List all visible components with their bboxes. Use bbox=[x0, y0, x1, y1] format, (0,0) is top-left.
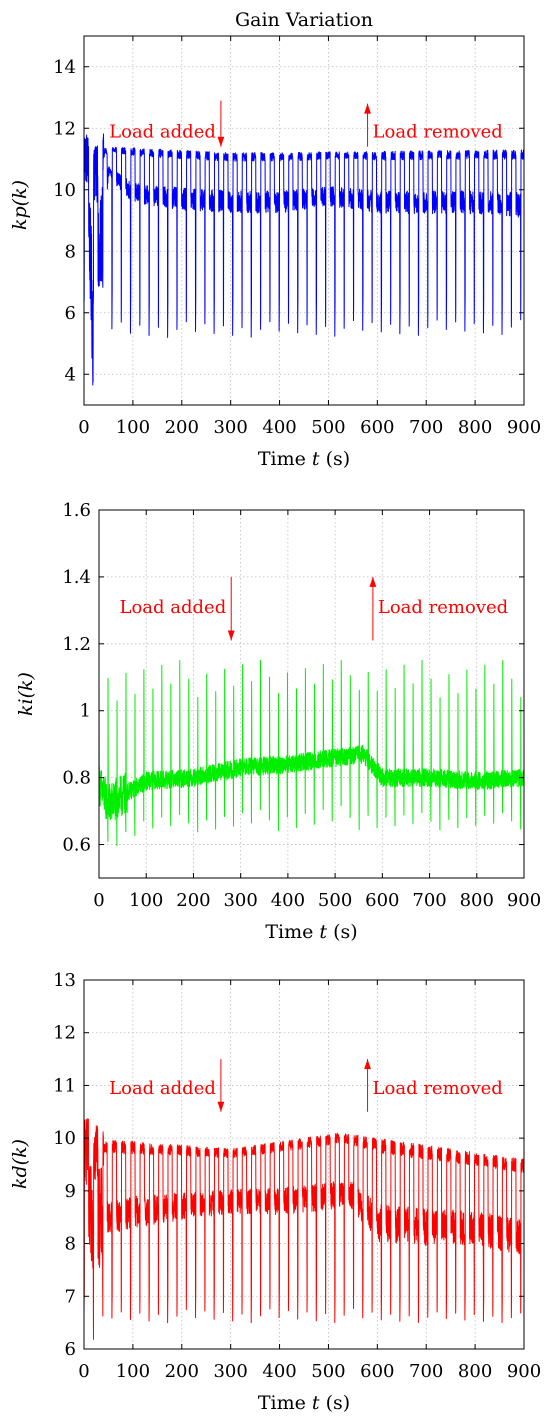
figure-title: Gain Variation bbox=[235, 9, 373, 31]
x-tick-label: 600 bbox=[365, 890, 399, 911]
x-tick-label: 900 bbox=[507, 1361, 541, 1382]
x-tick-label: 0 bbox=[78, 1361, 89, 1382]
y-tick-label: 1.6 bbox=[62, 500, 91, 521]
x-tick-label: 800 bbox=[458, 417, 492, 438]
plot-area bbox=[84, 36, 524, 405]
annotation-arrow-head bbox=[364, 103, 371, 114]
x-axis-label-var: t bbox=[312, 448, 320, 470]
x-tick-label: 400 bbox=[271, 890, 305, 911]
ki-gain-panel: Load added Load removed 0 100 200 300 400 500 60… bbox=[15, 500, 541, 943]
x-tick-label: 700 bbox=[409, 417, 443, 438]
kp-gain-panel: Load added Load removed 0 100 200 300 400 500 60… bbox=[9, 35, 541, 470]
annotation-label: Load added bbox=[120, 597, 227, 618]
series-line-2 bbox=[83, 1118, 525, 1340]
annotation-arrow-head bbox=[364, 1059, 371, 1070]
annotation-arrow-head bbox=[217, 1101, 225, 1112]
x-tick-label: 200 bbox=[165, 1361, 199, 1382]
grid bbox=[84, 36, 524, 405]
y-tick-label: 0.6 bbox=[62, 835, 91, 856]
x-axis-label-unit: (s) bbox=[320, 448, 351, 470]
x-tick-label: 100 bbox=[129, 890, 163, 911]
y-tick-label: 11 bbox=[53, 1075, 76, 1096]
y-tick-label: 4 bbox=[65, 364, 76, 385]
plot-area bbox=[99, 510, 524, 878]
x-tick-label: 0 bbox=[78, 417, 89, 438]
x-tick-label: 500 bbox=[311, 417, 345, 438]
x-axis-label-var: t bbox=[319, 921, 327, 943]
y-tick-label: 8 bbox=[65, 241, 76, 262]
x-axis-label: Time t (s) bbox=[265, 921, 357, 943]
x-tick-label: 200 bbox=[176, 890, 210, 911]
x-tick-label: 100 bbox=[116, 1361, 150, 1382]
series-line-1 bbox=[98, 660, 525, 847]
annotation-arrow-head bbox=[227, 630, 235, 641]
y-tick-label: 7 bbox=[65, 1286, 76, 1307]
y-tick-label: 1.4 bbox=[62, 567, 91, 588]
x-axis-label: Time t (s) bbox=[258, 1392, 350, 1414]
y-tick-label: 12 bbox=[53, 118, 76, 139]
x-axis-label-unit: (s) bbox=[320, 1392, 351, 1414]
x-tick-label: 500 bbox=[311, 1361, 345, 1382]
annotation-label: Load removed bbox=[373, 1078, 503, 1099]
x-tick-label: 300 bbox=[223, 890, 257, 911]
x-tick-label: 800 bbox=[458, 1361, 492, 1382]
series-line-0 bbox=[83, 133, 525, 386]
y-axis-label: kd(k) bbox=[9, 1139, 31, 1189]
x-tick-label: 300 bbox=[213, 417, 247, 438]
x-tick-label: 800 bbox=[460, 890, 494, 911]
y-tick-label: 14 bbox=[53, 57, 76, 78]
x-tick-label: 200 bbox=[165, 417, 199, 438]
y-axis-label: ki(k) bbox=[15, 672, 37, 716]
annotation-label: Load removed bbox=[373, 121, 503, 142]
y-tick-label: 10 bbox=[53, 180, 76, 201]
plot-frame bbox=[83, 35, 525, 406]
annotation-arrow-head bbox=[369, 576, 377, 587]
x-tick-label: 700 bbox=[412, 890, 446, 911]
x-axis-label: Time t (s) bbox=[258, 448, 350, 470]
annotation-label: Load removed bbox=[378, 597, 508, 618]
x-tick-label: 500 bbox=[318, 890, 352, 911]
y-tick-label: 6 bbox=[65, 303, 76, 324]
y-tick-label: 1 bbox=[80, 701, 91, 722]
x-tick-label: 400 bbox=[262, 417, 296, 438]
y-tick-label: 9 bbox=[65, 1181, 76, 1202]
y-tick-label: 1.2 bbox=[62, 634, 91, 655]
plot-frame bbox=[98, 509, 525, 879]
x-tick-label: 600 bbox=[360, 417, 394, 438]
x-axis-label-text: Time bbox=[258, 1392, 312, 1414]
y-axis-label: kp(k) bbox=[9, 180, 31, 230]
x-tick-label: 600 bbox=[360, 1361, 394, 1382]
x-tick-label: 300 bbox=[213, 1361, 247, 1382]
x-axis-label-var: t bbox=[312, 1392, 320, 1414]
annotation-arrow-head bbox=[217, 136, 225, 147]
x-axis-label-text: Time bbox=[258, 448, 312, 470]
x-axis-label-text: Time bbox=[265, 921, 319, 943]
x-tick-label: 700 bbox=[409, 1361, 443, 1382]
kd-gain-panel: Load added Load removed 0 100 200 300 400 500 60… bbox=[9, 970, 541, 1414]
plot-area bbox=[84, 980, 524, 1349]
y-tick-label: 13 bbox=[53, 970, 76, 991]
y-tick-label: 6 bbox=[65, 1339, 76, 1360]
y-tick-label: 0.8 bbox=[62, 768, 91, 789]
x-tick-label: 0 bbox=[93, 890, 104, 911]
annotation-label: Load added bbox=[109, 1078, 216, 1099]
x-tick-label: 900 bbox=[507, 417, 541, 438]
x-tick-label: 400 bbox=[262, 1361, 296, 1382]
y-tick-label: 8 bbox=[65, 1234, 76, 1255]
plot-frame bbox=[83, 979, 525, 1350]
annotation-label: Load added bbox=[109, 121, 216, 142]
x-tick-label: 100 bbox=[116, 417, 150, 438]
y-tick-label: 12 bbox=[53, 1023, 76, 1044]
x-tick-label: 900 bbox=[507, 890, 541, 911]
y-tick-label: 10 bbox=[53, 1128, 76, 1149]
x-axis-label-unit: (s) bbox=[327, 921, 358, 943]
